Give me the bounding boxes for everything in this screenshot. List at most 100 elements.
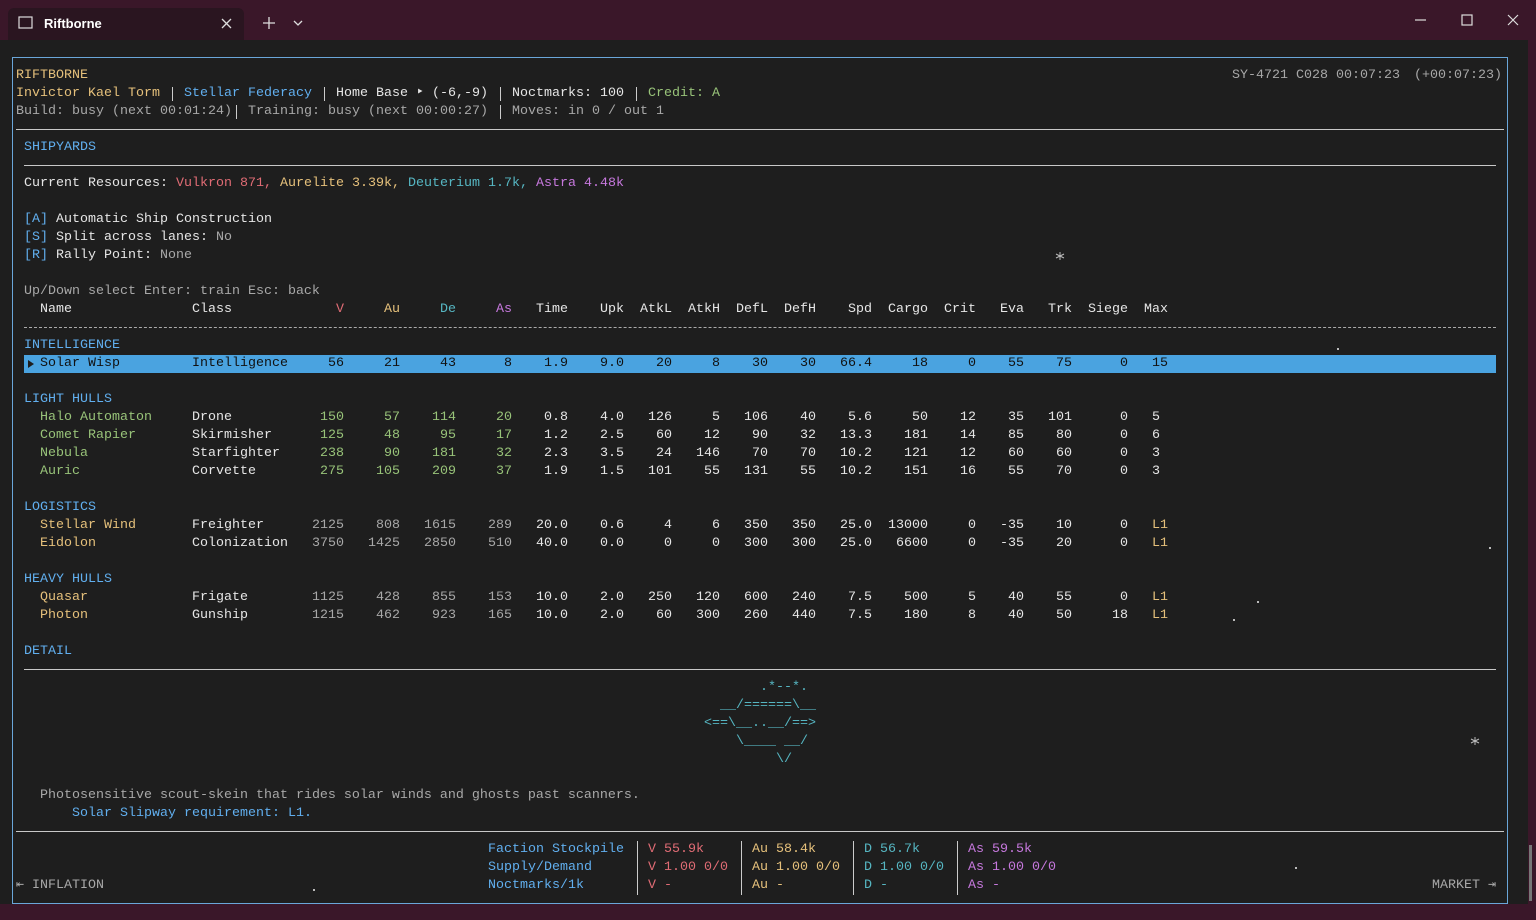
ship-stat[interactable]: 66.4 <box>840 356 872 371</box>
selected-row[interactable] <box>24 355 1496 373</box>
market-value: As 1.00 0/0 <box>968 860 1056 875</box>
tab-close[interactable] <box>221 18 232 29</box>
ship-stat: 57 <box>384 410 400 425</box>
ship-stat[interactable]: 8 <box>712 356 720 371</box>
ship-stat[interactable]: 55 <box>1008 356 1024 371</box>
column-header: Au <box>384 302 400 317</box>
ship-stat[interactable]: 0 <box>1120 356 1128 371</box>
ship-stat: 0 <box>1120 536 1128 551</box>
ship-stat: 0 <box>1120 590 1128 605</box>
column-header: Trk <box>1048 302 1072 317</box>
ship-stat: 181 <box>432 446 456 461</box>
column-header: As <box>496 302 512 317</box>
help: Up/Down select Enter: train Esc: back <box>24 284 320 299</box>
ship-stat: 90 <box>384 446 400 461</box>
ship-stat: 17 <box>496 428 512 443</box>
tab-menu[interactable] <box>293 20 303 26</box>
ship-max: L1 <box>1152 518 1168 533</box>
resource: Deuterium 1.7k, <box>408 176 528 191</box>
ship-stat[interactable]: 9.0 <box>600 356 624 371</box>
column-header: Time <box>536 302 568 317</box>
ship-stat: 60 <box>656 608 672 623</box>
ship-stat[interactable]: 1.9 <box>544 356 568 371</box>
ship-stat: 10.0 <box>536 608 568 623</box>
market-value: D 56.7k <box>864 842 920 857</box>
group-title: INTELLIGENCE <box>24 338 120 353</box>
ship-stat: 2.0 <box>600 608 624 623</box>
build-status: Build: busy (next 00:01:24) <box>16 104 232 119</box>
ship-class[interactable]: Intelligence <box>192 356 288 371</box>
training-status: Training: busy (next 00:00:27) <box>248 104 488 119</box>
ship-stat[interactable]: 30 <box>800 356 816 371</box>
ship-stat[interactable]: 20 <box>656 356 672 371</box>
ship-name[interactable]: Halo Automaton <box>40 410 152 425</box>
ship-art: \/ <box>704 752 792 767</box>
ship-max: 6 <box>1152 428 1160 443</box>
market-link[interactable]: MARKET ⇥ <box>1431 878 1496 893</box>
column-header: AtkL <box>640 302 672 317</box>
new-tab[interactable] <box>263 17 275 29</box>
scrollbar[interactable] <box>1529 845 1532 901</box>
market-value: As 59.5k <box>968 842 1032 857</box>
ship-name[interactable]: Solar Wisp <box>40 356 120 371</box>
ship-stat: 120 <box>696 590 720 605</box>
panel-border <box>12 57 1508 904</box>
separator <box>741 841 742 895</box>
noctmarks: Noctmarks: 100 <box>512 86 624 101</box>
column-header: Cargo <box>888 302 928 317</box>
ship-stat[interactable]: 30 <box>752 356 768 371</box>
market-value: Au 58.4k <box>752 842 816 857</box>
ship-class: Gunship <box>192 608 248 623</box>
tab-title: Riftborne <box>44 16 102 31</box>
option-key: [A] <box>24 212 48 227</box>
option-value: None <box>160 248 192 263</box>
ship-name[interactable]: Quasar <box>40 590 88 605</box>
resource: Astra 4.48k <box>536 176 624 191</box>
ship-stat: 55 <box>1056 590 1072 605</box>
tab[interactable] <box>8 8 244 40</box>
ship-stat[interactable]: 0 <box>968 356 976 371</box>
group-title: HEAVY HULLS <box>24 572 112 587</box>
column-header: De <box>440 302 456 317</box>
ship-stat: 106 <box>744 410 768 425</box>
ship-name[interactable]: Comet Rapier <box>40 428 136 443</box>
ship-art: .*--*. <box>704 680 808 695</box>
ship-stat: 923 <box>432 608 456 623</box>
ship-name[interactable]: Photon <box>40 608 88 623</box>
ship-stat: 2.3 <box>544 446 568 461</box>
star <box>1489 547 1491 549</box>
ship-stat: 121 <box>904 446 928 461</box>
inflation-link[interactable]: ⇤ INFLATION <box>16 878 105 893</box>
ship-stat[interactable]: 56 <box>328 356 344 371</box>
column-header: Siege <box>1088 302 1128 317</box>
ship-name[interactable]: Nebula <box>40 446 88 461</box>
maximize[interactable] <box>1461 14 1473 26</box>
ship-stat: 808 <box>376 518 400 533</box>
ship-stat: 3750 <box>312 536 344 551</box>
ship-stat: 0.0 <box>600 536 624 551</box>
ship-stat: 440 <box>792 608 816 623</box>
column-header: AtkH <box>688 302 720 317</box>
ship-stat[interactable]: 8 <box>504 356 512 371</box>
ship-name[interactable]: Eidolon <box>40 536 96 551</box>
market-value: As - <box>968 878 1000 893</box>
ship-max[interactable]: 15 <box>1152 356 1168 371</box>
ship-stat: 2125 <box>312 518 344 533</box>
ship-stat: 50 <box>912 410 928 425</box>
ship-stat[interactable]: 75 <box>1056 356 1072 371</box>
ship-max: L1 <box>1152 608 1168 623</box>
ship-class: Colonization <box>192 536 288 551</box>
ship-stat: 181 <box>904 428 928 443</box>
ship-stat: 114 <box>432 410 456 425</box>
ship-stat[interactable]: 21 <box>384 356 400 371</box>
faction: Stellar Federacy <box>184 86 312 101</box>
ship-max: 5 <box>1152 410 1160 425</box>
ship-class: Frigate <box>192 590 248 605</box>
column-header: Upk <box>600 302 624 317</box>
ship-name[interactable]: Stellar Wind <box>40 518 136 533</box>
ship-name[interactable]: Auric <box>40 464 80 479</box>
close[interactable] <box>1507 14 1519 26</box>
ship-stat[interactable]: 43 <box>440 356 456 371</box>
tab-icon <box>18 16 33 29</box>
ship-stat[interactable]: 18 <box>912 356 928 371</box>
